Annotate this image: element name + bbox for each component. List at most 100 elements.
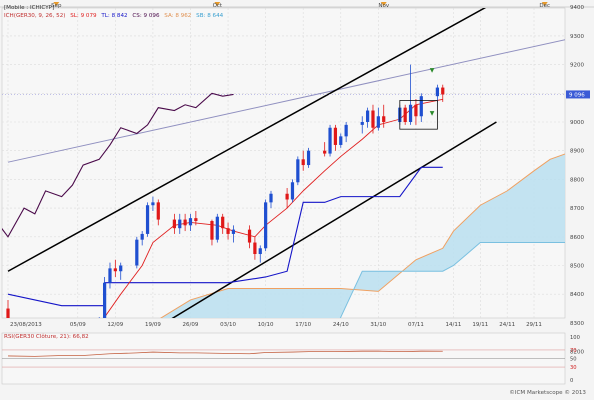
indicator-label: ICH(GER30, 9, 26, 52) — [4, 13, 66, 19]
candle-body — [371, 110, 375, 128]
month-label: Dec — [539, 3, 550, 9]
sb-value: SB: 8 644 — [196, 13, 224, 19]
candle-body — [382, 116, 386, 122]
x-tick-label: 17/10 — [295, 322, 311, 328]
candle-body — [119, 265, 123, 272]
x-tick-label: 29/11 — [526, 322, 542, 328]
candle-body — [285, 193, 289, 200]
candle-body — [172, 219, 176, 229]
candle-body — [414, 104, 418, 117]
chikou-line — [2, 92, 234, 238]
x-tick-label: 10/10 — [258, 322, 274, 328]
sl-value: SL: 9 079 — [70, 13, 97, 19]
x-tick-label: 23/08/2013 — [10, 322, 42, 328]
candle-body — [215, 216, 219, 240]
candle-body — [366, 110, 370, 122]
month-label: Oct — [213, 3, 223, 9]
candle-body — [264, 202, 268, 249]
y-tick-label: 9400 — [570, 5, 584, 11]
candle-body — [253, 242, 257, 255]
candle-body — [328, 127, 332, 154]
candle-body — [258, 248, 262, 255]
rsi-label: RSI(GER30 Clôture, 21): 66,82 — [4, 334, 89, 340]
current-price-badge — [566, 90, 590, 99]
rsi-line — [7, 350, 443, 357]
x-tick-label: 24/10 — [333, 322, 349, 328]
candle-body — [301, 159, 305, 166]
x-tick-label: 03/10 — [220, 322, 236, 328]
month-marker — [53, 2, 60, 6]
senkou-b-line — [339, 242, 565, 318]
x-tick-label: 26/09 — [183, 322, 199, 328]
consolidation-box — [399, 100, 438, 130]
rsi-tick-label: 0 — [570, 378, 573, 384]
y-tick-label: 9300 — [570, 34, 584, 40]
candle-body — [339, 136, 343, 145]
candle-body — [151, 202, 155, 206]
candle-body — [113, 268, 117, 272]
candle-body — [156, 202, 160, 220]
rsi-tick-label: 50 — [570, 357, 577, 363]
candle-body — [210, 221, 214, 240]
candle-body — [269, 193, 273, 203]
candle-body — [408, 104, 413, 122]
x-tick-label: 14/11 — [446, 322, 462, 328]
candle-body — [231, 229, 236, 234]
y-tick-label: 9000 — [570, 120, 584, 126]
indicator-legend: ICH(GER30, 9, 26, 52) SL: 9 079 TL: 8 84… — [4, 13, 226, 19]
candle-body — [178, 219, 182, 229]
current-price-label: 9 096 — [569, 92, 585, 98]
candle-body — [296, 159, 300, 183]
sa-value: SA: 8 962 — [164, 13, 192, 19]
candle-body — [135, 239, 139, 266]
y-tick-label: 9200 — [570, 63, 584, 69]
senkou-a-line — [159, 153, 565, 318]
y-tick-label: 8800 — [570, 177, 584, 183]
x-tick-label: 07/11 — [408, 322, 424, 328]
candle-body — [290, 182, 295, 200]
month-marker — [214, 2, 221, 6]
x-tick-label: 12/09 — [107, 322, 123, 328]
rsi-legend: RSI(GER30 Clôture, 21): 66,82 — [4, 334, 92, 340]
candle-body — [183, 219, 187, 226]
candle-body — [108, 268, 112, 283]
trend-line — [7, 39, 565, 163]
candle-body — [419, 96, 423, 117]
channel-line — [7, 8, 487, 272]
candle-body — [188, 218, 193, 226]
candle-body — [226, 228, 230, 234]
candle-body — [306, 150, 311, 166]
x-tick-label: 19/09 — [145, 322, 161, 328]
y-tick-label: 8900 — [570, 149, 584, 155]
cs-value: CS: 9 096 — [132, 13, 160, 19]
candle-body — [333, 127, 338, 145]
signal-arrow-up: ▼ — [430, 67, 435, 74]
channel-line — [171, 121, 497, 318]
y-tick-label: 8200 — [570, 350, 584, 356]
month-label: Nov — [378, 3, 389, 9]
y-tick-label: 8300 — [570, 321, 584, 327]
rsi-tick-label: 70 — [570, 348, 577, 354]
copyright-footer: ©ICM Marketscope © 2013 — [509, 390, 586, 396]
rsi-tick-label: 100 — [570, 335, 580, 341]
price-plot-group: ▼▼ — [2, 8, 565, 318]
candle-body — [360, 122, 364, 125]
x-tick-label: 24/11 — [499, 322, 515, 328]
month-label: Sep — [51, 3, 62, 9]
month-marker — [380, 2, 387, 6]
y-tick-label: 8500 — [570, 264, 584, 270]
candle-body — [441, 87, 445, 95]
signal-arrow-down: ▼ — [430, 110, 435, 117]
window-title: [Mobile : ICHICYP] — [4, 5, 55, 11]
candle-body — [344, 124, 348, 137]
chart-legend: [Mobile : ICHICYP] — [4, 5, 57, 11]
tl-value: TL: 8 842 — [101, 13, 128, 19]
x-tick-label: 19/11 — [472, 322, 488, 328]
y-tick-label: 8400 — [570, 292, 584, 298]
x-tick-label: 31/10 — [370, 322, 386, 328]
month-marker — [541, 2, 548, 6]
candle-body — [221, 216, 225, 229]
candle-body — [103, 282, 107, 318]
